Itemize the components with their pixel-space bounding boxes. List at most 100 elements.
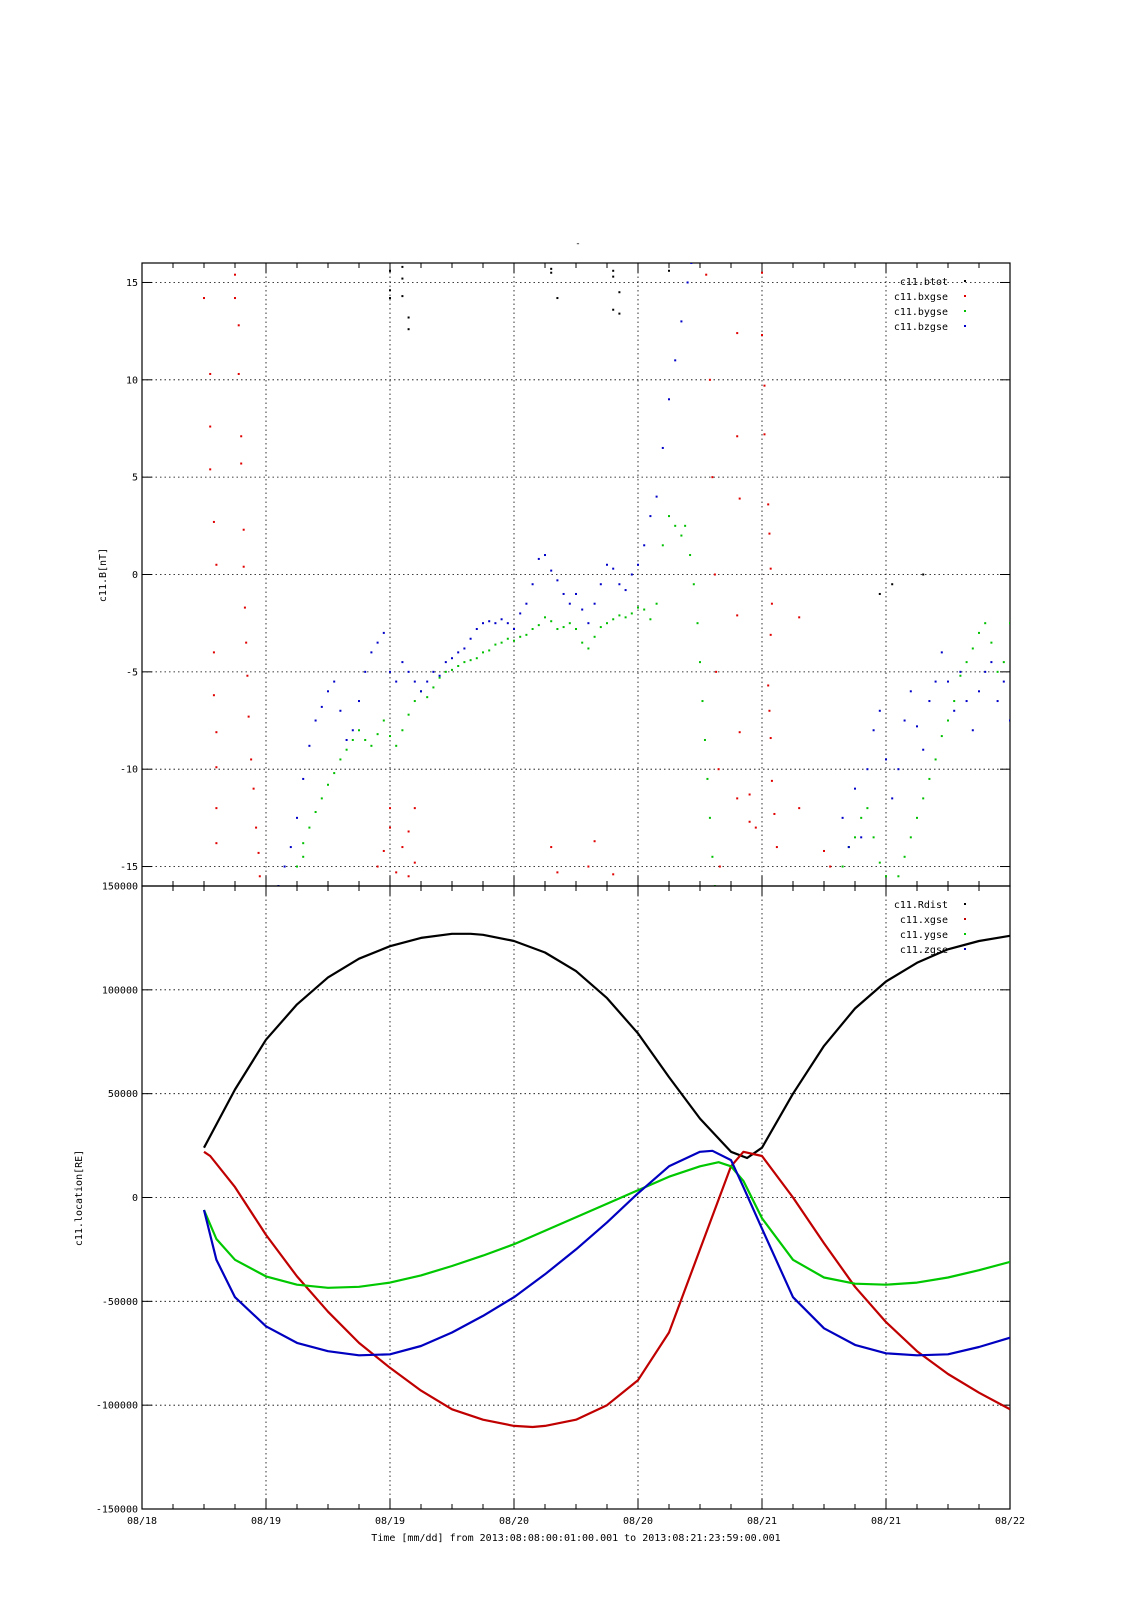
legend-label: c11.xgse: [900, 915, 948, 926]
data-point: [706, 777, 709, 780]
data-point: [339, 758, 342, 761]
data-point: [506, 637, 509, 640]
data-point: [513, 639, 515, 642]
data-point: [475, 657, 478, 660]
data-point: [866, 807, 869, 810]
data-point: [550, 620, 553, 623]
axis-ticks: [141, 885, 1011, 1510]
data-point: [401, 661, 404, 664]
data-point: [763, 384, 766, 387]
data-point: [258, 875, 261, 878]
data-point: [878, 709, 881, 712]
grid: [142, 263, 1010, 886]
x-tick-label: 08/22: [995, 1516, 1025, 1527]
data-point: [773, 812, 776, 815]
data-point: [250, 758, 253, 761]
y-tick-labels: -15 -10 -5 0 5 10 15: [120, 278, 138, 873]
data-point: [630, 573, 633, 576]
data-point: [215, 807, 218, 810]
data-point: [482, 651, 484, 654]
data-point: [302, 842, 305, 845]
y-tick-label: -10: [120, 765, 138, 776]
data-point: [618, 614, 621, 617]
data-point: [420, 690, 422, 693]
data-point: [519, 612, 522, 615]
data-point: [376, 865, 379, 868]
y-tick-label: 0: [132, 570, 138, 581]
data-point: [612, 308, 615, 311]
data-point: [916, 725, 918, 728]
y-tick-label: -5: [126, 667, 138, 678]
data-point: [389, 826, 391, 829]
data-point: [872, 836, 875, 839]
data-point: [407, 830, 410, 833]
data-point: [661, 544, 664, 547]
data-point: [587, 622, 590, 625]
data-point: [376, 641, 379, 644]
data-point: [643, 544, 646, 547]
data-point: [556, 579, 559, 582]
data-point: [544, 616, 546, 619]
data-point: [854, 787, 856, 790]
data-point: [1009, 719, 1010, 722]
data-point: [537, 557, 540, 560]
data-point: [333, 772, 336, 775]
y-tick-label: -100000: [96, 1401, 138, 1412]
data-point: [257, 851, 260, 854]
data-point: [738, 497, 741, 500]
data-point: [581, 641, 584, 644]
data-point: [550, 846, 553, 849]
x-tick-label: 08/20: [623, 1516, 653, 1527]
data-point: [389, 807, 391, 810]
series-c11-bxgse: [203, 271, 832, 878]
data-point: [959, 674, 962, 677]
data-point: [587, 865, 590, 868]
data-point: [438, 676, 441, 679]
data-point: [959, 670, 962, 673]
data-point: [897, 768, 900, 771]
data-point: [283, 865, 286, 868]
data-point: [643, 608, 646, 611]
data-point: [736, 435, 739, 438]
data-point: [488, 649, 491, 652]
data-point: [593, 602, 596, 605]
x-axis-title: Time [mm/dd] from 2013:08:08:00:01:00.00…: [371, 1533, 780, 1544]
y-tick-label: 100000: [102, 985, 138, 996]
data-point: [860, 836, 863, 839]
data-point: [713, 573, 716, 576]
data-point: [255, 826, 258, 829]
data-point: [296, 865, 298, 868]
data-point: [237, 372, 240, 375]
legend-label: c11.zgse: [900, 945, 948, 956]
data-point: [345, 748, 348, 751]
data-point: [798, 616, 801, 619]
data-point: [655, 495, 658, 498]
data-point: [215, 766, 218, 769]
data-point: [708, 816, 711, 819]
data-point: [649, 618, 652, 621]
data-point: [215, 842, 218, 845]
data-point: [568, 622, 571, 625]
data-point: [754, 826, 757, 829]
data-point: [606, 622, 608, 625]
data-point: [922, 797, 925, 800]
data-point: [934, 680, 937, 683]
data-point: [382, 631, 385, 634]
data-point: [798, 807, 801, 810]
data-point: [829, 865, 832, 868]
data-point: [736, 332, 739, 335]
location-panel: -150000 -100000 -50000 0 50000 100000 150000 0…: [74, 882, 1025, 1528]
data-point: [978, 631, 980, 634]
data-point: [320, 705, 323, 708]
data-point: [339, 709, 342, 712]
data-point: [940, 651, 943, 654]
data-point: [500, 641, 503, 644]
data-point: [212, 651, 215, 654]
data-point: [599, 626, 602, 629]
series-line-c11-xgse: [203, 1150, 1010, 1429]
data-point: [769, 567, 772, 570]
data-point: [252, 787, 255, 790]
data-point: [866, 768, 869, 771]
legend-label: c11.bygse: [894, 307, 948, 318]
data-point: [575, 628, 577, 631]
